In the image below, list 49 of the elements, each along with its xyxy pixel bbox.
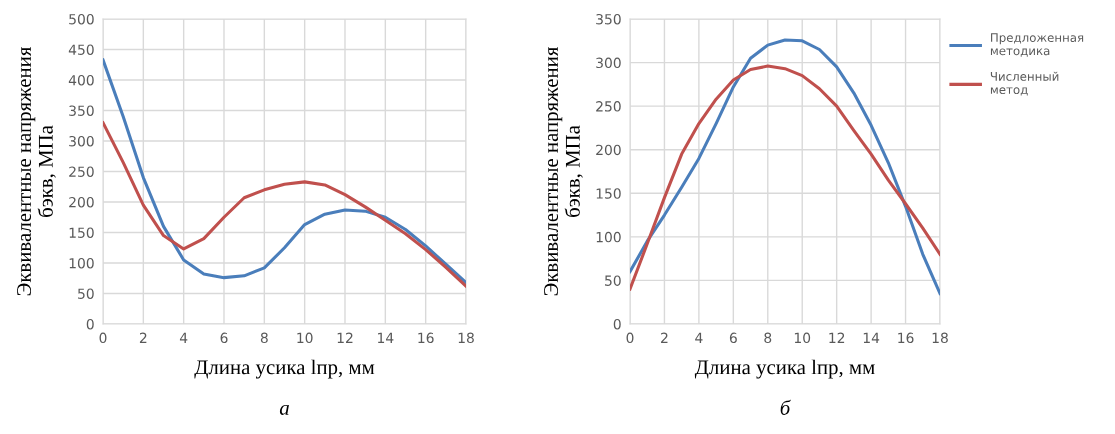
y-tick-label: 200 xyxy=(596,144,621,156)
x-tick-label: 0 xyxy=(626,332,634,344)
y-tick-label: 500 xyxy=(69,13,94,25)
text: б xyxy=(780,399,791,415)
y-tick-label: 350 xyxy=(69,105,94,116)
x-axis-title: Длина усика lпр, мм xyxy=(694,359,875,379)
x-axis-title: Длина усика lпр, мм xyxy=(194,359,375,379)
x-tick-label: 2 xyxy=(139,332,147,343)
x-tick-label: 16 xyxy=(898,332,914,344)
y-tick-label: 50 xyxy=(605,275,621,286)
y-axis-title: Эквивалентные напряжения бэкв, МПа xyxy=(544,46,583,296)
y-tick-label: 100 xyxy=(596,231,621,243)
x-tick-label: 18 xyxy=(458,332,474,344)
x-tick-label: 12 xyxy=(829,332,845,343)
y-tick-label: 0 xyxy=(86,318,94,330)
y-tick-label: 0 xyxy=(613,318,621,330)
y-tick-label: 450 xyxy=(68,44,94,55)
y-tick-label: 400 xyxy=(68,74,94,86)
x-tick-label: 10 xyxy=(297,332,313,344)
y-tick-label: 200 xyxy=(69,196,94,208)
text: а xyxy=(279,404,289,415)
x-tick-label: 2 xyxy=(661,332,668,343)
y-tick-label: 250 xyxy=(596,101,621,112)
x-tick-label: 0 xyxy=(99,332,107,344)
y-tick-label: 100 xyxy=(69,257,94,269)
x-tick-label: 10 xyxy=(794,332,811,344)
y-tick-label: 350 xyxy=(596,13,621,25)
y-tick-label: 50 xyxy=(78,288,94,299)
line-series xyxy=(103,58,466,285)
y-tick-label: 150 xyxy=(596,188,621,199)
x-tick-label: 14 xyxy=(863,332,880,343)
line-series xyxy=(103,121,466,288)
x-tick-label: 8 xyxy=(764,332,772,344)
x-tick-label: 4 xyxy=(179,332,188,343)
x-tick-label: 12 xyxy=(337,332,353,343)
legend-label: Численный метод xyxy=(990,71,1059,96)
y-tick-label: 300 xyxy=(69,135,94,147)
y-tick-label: 150 xyxy=(69,227,94,238)
x-tick-label: 6 xyxy=(220,332,228,344)
x-tick-label: 8 xyxy=(260,332,268,344)
x-tick-label: 4 xyxy=(695,332,703,343)
y-tick-label: 300 xyxy=(596,57,621,69)
legend-label: Предложенная методика xyxy=(990,33,1084,57)
y-axis-title: Эквивалентные напряжения бэкв, МПа xyxy=(17,46,56,296)
x-tick-label: 16 xyxy=(418,332,434,344)
x-tick-label: 14 xyxy=(378,332,394,343)
x-tick-label: 6 xyxy=(729,332,737,344)
x-tick-label: 18 xyxy=(932,332,948,344)
y-tick-label: 250 xyxy=(69,166,94,177)
